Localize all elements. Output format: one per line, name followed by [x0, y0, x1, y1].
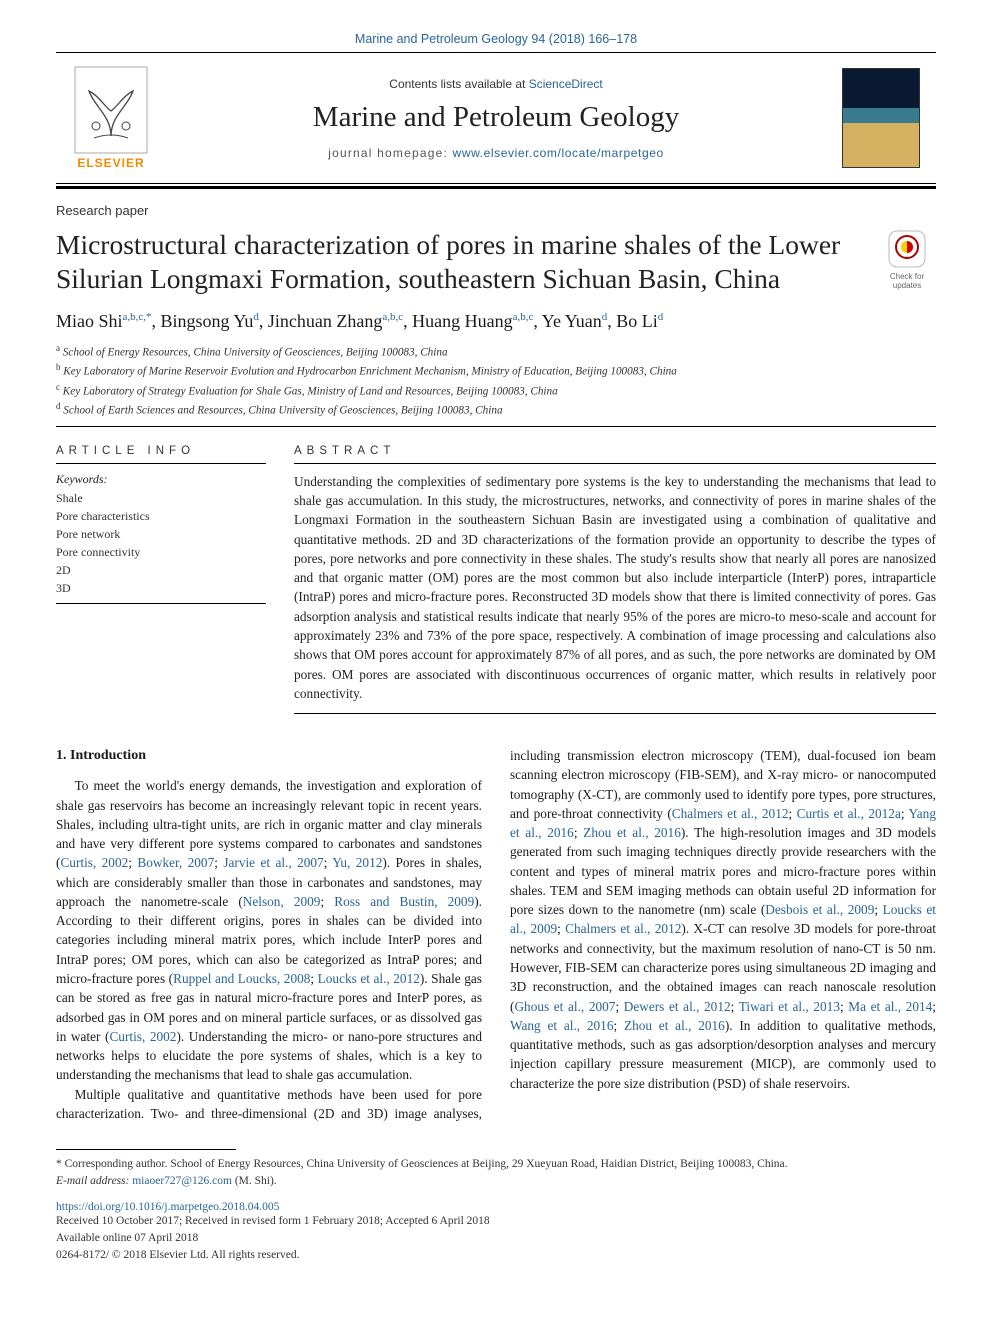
- keywords-label: Keywords:: [56, 472, 266, 487]
- available-online: Available online 07 April 2018: [56, 1230, 936, 1247]
- elsevier-wordmark: ELSEVIER: [77, 156, 144, 170]
- article-info-heading: ARTICLE INFO: [56, 445, 266, 464]
- abstract-heading: ABSTRACT: [294, 445, 936, 464]
- footnote-separator: [56, 1149, 236, 1150]
- cover-thumbnail-icon: [842, 68, 920, 168]
- keyword: 2D: [56, 561, 266, 579]
- check-updates-badge[interactable]: Check for updates: [878, 228, 936, 290]
- masthead: ELSEVIER Contents lists available at Sci…: [56, 52, 936, 184]
- introduction-heading: 1. Introduction: [56, 746, 482, 766]
- intro-paragraph-1: To meet the world's energy demands, the …: [56, 776, 482, 1084]
- journal-cover[interactable]: [826, 53, 936, 183]
- copyright-line: 0264-8172/ © 2018 Elsevier Ltd. All righ…: [56, 1247, 936, 1264]
- info-abstract-block: ARTICLE INFO Keywords: Shale Pore charac…: [56, 445, 936, 714]
- received-dates: Received 10 October 2017; Received in re…: [56, 1213, 936, 1230]
- journal-homepage-link[interactable]: www.elsevier.com/locate/marpetgeo: [453, 146, 664, 160]
- contents-list-prefix: Contents lists available at: [389, 77, 528, 91]
- keywords-list: Shale Pore characteristics Pore network …: [56, 489, 266, 597]
- masthead-center: Contents lists available at ScienceDirec…: [166, 53, 826, 183]
- publisher-logo[interactable]: ELSEVIER: [56, 53, 166, 183]
- email-label: E-mail address:: [56, 1175, 132, 1187]
- sciencedirect-link[interactable]: ScienceDirect: [529, 77, 603, 91]
- abstract-column: ABSTRACT Understanding the complexities …: [294, 445, 936, 714]
- keyword: Pore connectivity: [56, 543, 266, 561]
- article-section-label: Research paper: [56, 203, 936, 218]
- check-updates-label: Check for updates: [878, 272, 936, 290]
- homepage-prefix: journal homepage:: [328, 146, 452, 160]
- corresponding-author-footnote: * Corresponding author. School of Energy…: [56, 1156, 936, 1191]
- elsevier-tree-icon: [74, 66, 148, 154]
- contents-list-line: Contents lists available at ScienceDirec…: [389, 77, 602, 91]
- keyword: Pore network: [56, 525, 266, 543]
- affiliation-c: c Key Laboratory of Strategy Evaluation …: [56, 381, 936, 401]
- authors-line: Miao Shia,b,c,*, Bingsong Yud, Jinchuan …: [56, 311, 936, 332]
- affiliation-b: b Key Laboratory of Marine Reservoir Evo…: [56, 361, 936, 381]
- article-title: Microstructural characterization of pore…: [56, 228, 860, 297]
- affiliation-rule: [56, 426, 936, 427]
- keyword: Shale: [56, 489, 266, 507]
- masthead-rule: [56, 186, 936, 189]
- affiliation-a: a School of Energy Resources, China Univ…: [56, 342, 936, 362]
- journal-name: Marine and Petroleum Geology: [313, 101, 679, 134]
- page: Marine and Petroleum Geology 94 (2018) 1…: [0, 0, 992, 1292]
- email-link[interactable]: miaoer727@126.com: [132, 1175, 232, 1187]
- running-header[interactable]: Marine and Petroleum Geology 94 (2018) 1…: [56, 32, 936, 46]
- crossmark-icon: [886, 228, 928, 270]
- doi-link[interactable]: https://doi.org/10.1016/j.marpetgeo.2018…: [56, 1201, 936, 1213]
- footnote-email-line: E-mail address: miaoer727@126.com (M. Sh…: [56, 1173, 936, 1190]
- title-row: Microstructural characterization of pore…: [56, 228, 936, 311]
- email-suffix: (M. Shi).: [232, 1175, 277, 1187]
- article-info-column: ARTICLE INFO Keywords: Shale Pore charac…: [56, 445, 266, 714]
- affiliations: a School of Energy Resources, China Univ…: [56, 342, 936, 420]
- body-columns: 1. Introduction To meet the world's ener…: [56, 746, 936, 1123]
- abstract-text: Understanding the complexities of sedime…: [294, 472, 936, 703]
- keyword: 3D: [56, 579, 266, 597]
- info-col-rule: [56, 603, 266, 604]
- footnote-star-text: * Corresponding author. School of Energy…: [56, 1156, 936, 1173]
- journal-homepage-line: journal homepage: www.elsevier.com/locat…: [328, 146, 664, 160]
- abstract-rule: [294, 713, 936, 714]
- affiliation-d: d School of Earth Sciences and Resources…: [56, 400, 936, 420]
- keyword: Pore characteristics: [56, 507, 266, 525]
